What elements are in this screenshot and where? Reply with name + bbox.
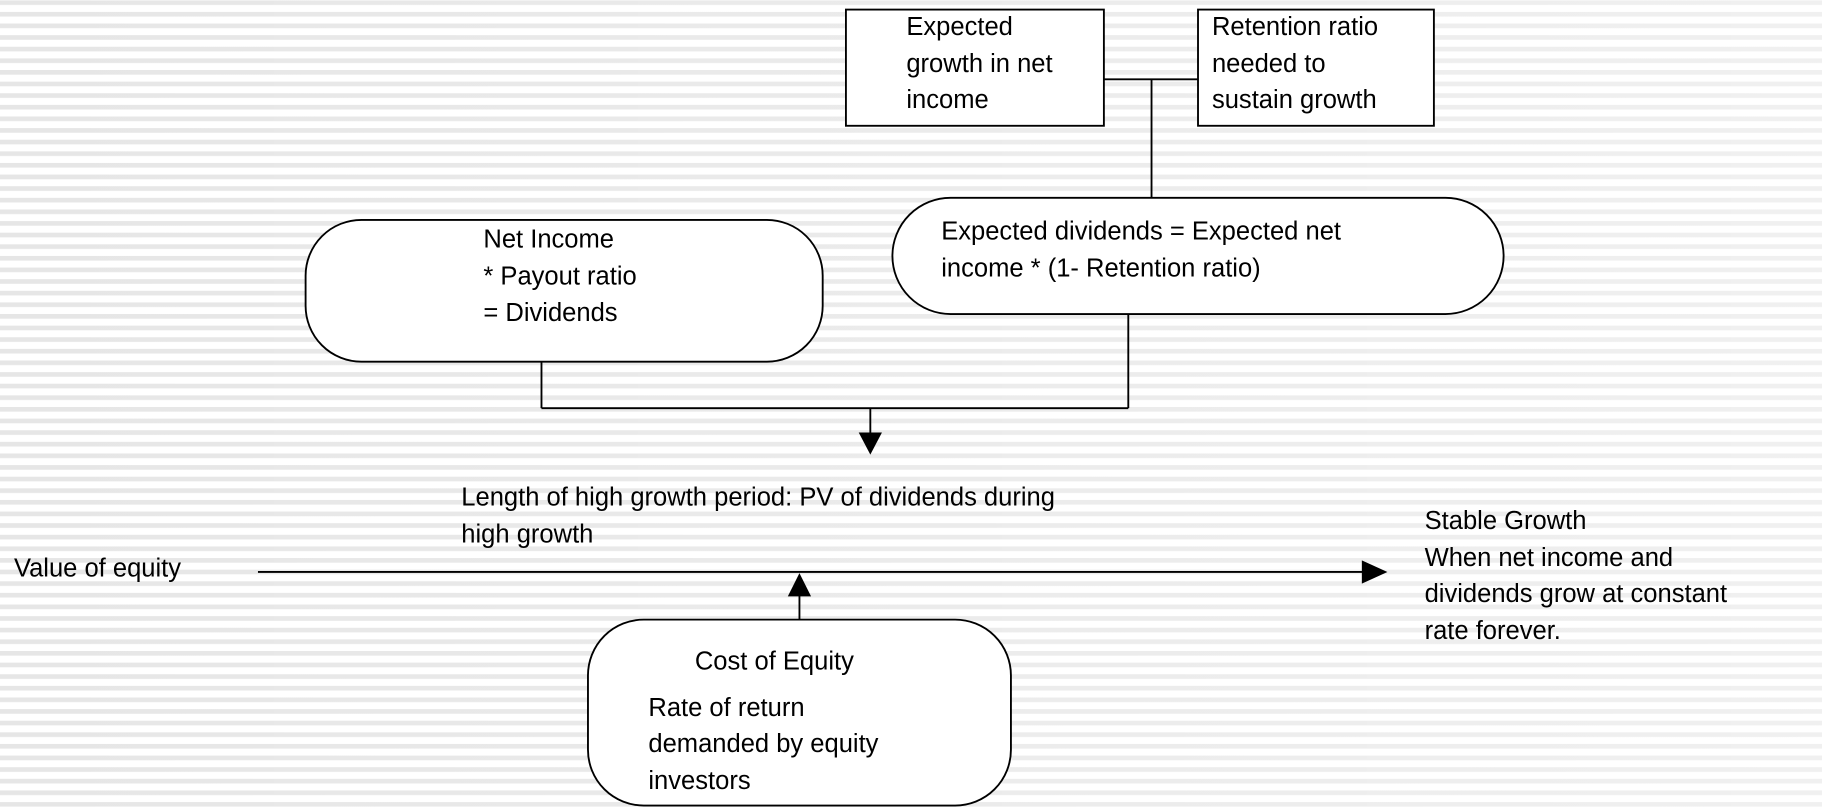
dividends-box bbox=[891, 196, 1505, 315]
node-text: * Payout ratio bbox=[483, 263, 636, 291]
node-text: Cost of Equity bbox=[695, 647, 854, 675]
node-text: rate forever. bbox=[1425, 617, 1561, 645]
node-text: Expected dividends = Expected net bbox=[941, 217, 1341, 245]
node-text: Net Income bbox=[483, 226, 614, 254]
node-text: Retention ratio bbox=[1212, 13, 1378, 41]
node-text: Length of high growth period: PV of divi… bbox=[461, 484, 1055, 512]
node-text: demanded by equity bbox=[648, 730, 878, 758]
node-text: = Dividends bbox=[483, 299, 617, 327]
node-text: Expected bbox=[906, 13, 1013, 41]
node-text: Stable Growth bbox=[1425, 507, 1587, 535]
node-text: When net income and bbox=[1425, 544, 1674, 572]
node-text: investors bbox=[648, 767, 750, 795]
node-text: high growth bbox=[461, 521, 593, 549]
node-text: sustain growth bbox=[1212, 86, 1377, 114]
cost-of-equity-box bbox=[587, 618, 1012, 807]
growth-box bbox=[844, 8, 1105, 127]
node-text: growth in net bbox=[906, 50, 1052, 78]
node-text: Rate of return bbox=[648, 694, 804, 722]
node-text: income bbox=[906, 86, 988, 114]
connectors bbox=[257, 78, 1388, 620]
retention-box bbox=[1197, 8, 1435, 127]
node-text: dividends grow at constant bbox=[1425, 580, 1727, 608]
node-text: Value of equity bbox=[14, 554, 181, 582]
net-income-box bbox=[304, 218, 824, 363]
node-text: needed to bbox=[1212, 50, 1326, 78]
node-text: income * (1- Retention ratio) bbox=[941, 255, 1260, 283]
